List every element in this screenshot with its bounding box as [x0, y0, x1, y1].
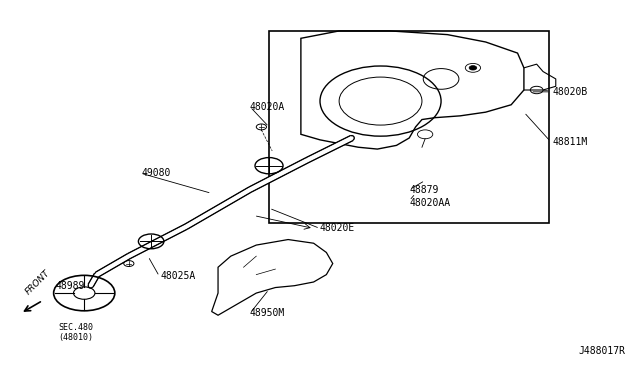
Text: 48020A: 48020A [250, 102, 285, 112]
Text: 48020E: 48020E [320, 224, 355, 234]
Text: 49080: 49080 [141, 168, 171, 178]
Text: 48020AA: 48020AA [409, 198, 451, 208]
Text: 48025A: 48025A [161, 272, 196, 282]
Text: SEC.480
(48010): SEC.480 (48010) [59, 323, 93, 342]
Text: 48020B: 48020B [552, 87, 588, 97]
Text: 48950M: 48950M [250, 308, 285, 318]
Text: J488017R: J488017R [579, 346, 626, 356]
Text: 48811M: 48811M [552, 137, 588, 147]
Text: FRONT: FRONT [24, 269, 52, 297]
Text: 48879: 48879 [409, 185, 438, 195]
Text: 48989: 48989 [56, 281, 85, 291]
Circle shape [469, 65, 477, 70]
